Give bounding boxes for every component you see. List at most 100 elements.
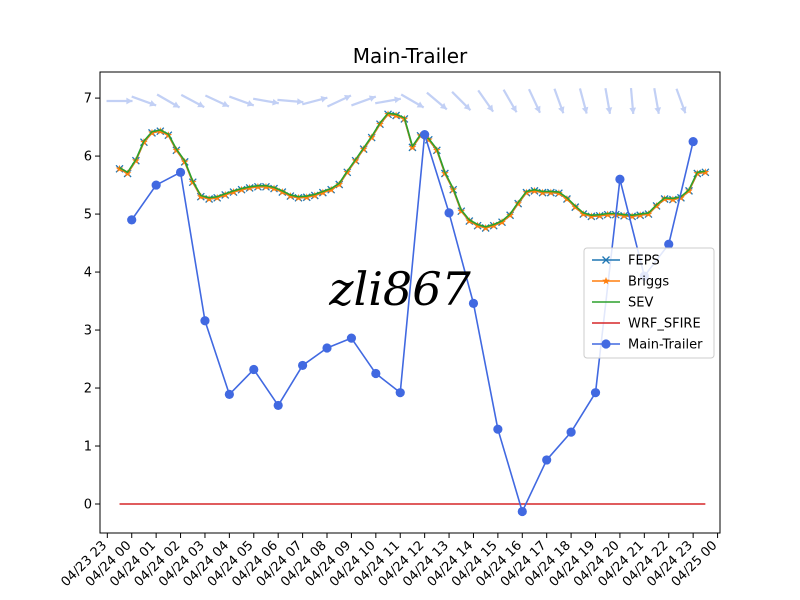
wind-arrow-head [439,102,447,110]
wind-arrow [204,94,230,108]
data-point-main-trailer [151,180,161,190]
series-layer [115,110,710,517]
data-point-main-trailer [688,136,698,147]
wind-arrow [629,87,637,115]
legend: FEPS Briggs SEV WRF_SFIRE Main-Trailer [583,247,715,359]
wind-arrow-head [246,100,254,107]
wind-arrow-head [463,103,471,111]
wind-arrow [252,97,279,106]
wind-arrow-head [172,101,180,108]
data-point-main-trailer [517,506,527,517]
chart-title: Main-Trailer [353,44,468,68]
wind-arrow-head [654,107,662,114]
data-point-main-trailer [273,400,283,411]
wind-arrow [653,88,662,114]
wind-arrow-head [416,101,424,108]
wind-arrow [426,91,448,111]
wind-arrow-head [149,100,157,107]
wind-arrow-head [368,95,376,102]
wind-arrow-head [320,95,328,103]
wind-arrow-head [629,107,637,114]
wind-arrow [477,89,495,113]
wind-arrow [180,93,205,109]
data-point-main-trailer [395,388,405,398]
data-point-main-trailer [371,368,381,379]
legend-label: FEPS [628,254,660,269]
y-tick-label: 5 [84,208,92,223]
wind-arrow-head [558,106,565,114]
series-sev [119,112,706,228]
wind-arrow-head [394,96,401,104]
y-tick-label: 4 [84,266,92,281]
wind-arrow-head [344,95,351,102]
wind-arrow [351,95,377,107]
wind-arrow-head [486,104,494,112]
y-tick-label: 0 [84,498,92,513]
wind-arrow [502,89,518,113]
legend-label: WRF_SFIRE [628,317,701,332]
wind-arrow-head [534,105,541,113]
data-point-main-trailer [175,167,186,177]
wind-arrow-head [581,106,589,114]
legend-item: SEV [592,296,653,311]
wind-arrow [675,88,687,114]
watermark: zli867 [328,262,471,316]
wind-arrow-head [680,106,687,114]
plot-frame [99,71,721,534]
y-tick-label: 3 [84,324,92,339]
legend-box [583,247,715,359]
data-point-main-trailer [468,298,479,308]
y-tick-label: 1 [84,440,92,455]
data-point-main-trailer [322,343,332,353]
wind-arrow [553,88,565,114]
series-line-sev [119,112,706,228]
data-point-main-trailer [420,130,430,140]
legend-label: Main-Trailer [628,338,703,353]
legend-item: FEPS [592,254,660,269]
wind-arrow [604,88,613,114]
wind-arrow-head [510,105,517,113]
y-tick-label: 2 [84,382,92,397]
legend-label: SEV [628,296,653,311]
legend-label: Briggs [628,275,669,290]
data-point-main-trailer [297,360,308,371]
wind-arrow [527,88,541,114]
data-point-main-trailer [590,388,601,398]
data-point-main-trailer [566,427,576,437]
y-axis: 0 1 2 3 4 5 6 7 [84,92,100,513]
legend-item: WRF_SFIRE [592,317,701,332]
y-tick-label: 6 [84,150,92,165]
wind-arrow-head [221,100,229,107]
wind-arrow [156,93,181,109]
legend-swatch-marker [602,256,610,264]
data-point-main-trailer [615,174,625,184]
data-point-main-trailer [444,208,454,218]
wind-arrow [301,95,328,106]
wind-arrow [400,93,425,109]
wind-arrow [375,96,402,105]
wind-arrow-head [605,107,613,114]
legend-item: Main-Trailer [592,338,703,353]
legend-item: Briggs [592,275,669,290]
wind-arrow [326,94,352,108]
data-point-main-trailer [346,333,357,343]
wind-arrow [578,88,589,114]
wind-arrows [106,87,687,115]
legend-swatch-marker [602,277,610,285]
y-tick-label: 7 [84,92,92,107]
data-point-main-trailer [493,424,503,434]
legend-swatch-marker [601,339,611,349]
wind-arrow-head [126,97,133,105]
data-point-main-trailer [224,389,234,400]
wind-arrow [451,91,472,111]
wind-arrow-head [296,98,304,105]
wind-arrow-head [272,98,279,106]
data-point-main-trailer [542,455,552,465]
wind-arrow [277,98,304,105]
wind-arrow-head [197,101,205,108]
data-point-main-trailer [249,364,259,375]
wind-arrow [106,97,133,105]
wind-arrow [131,95,157,107]
